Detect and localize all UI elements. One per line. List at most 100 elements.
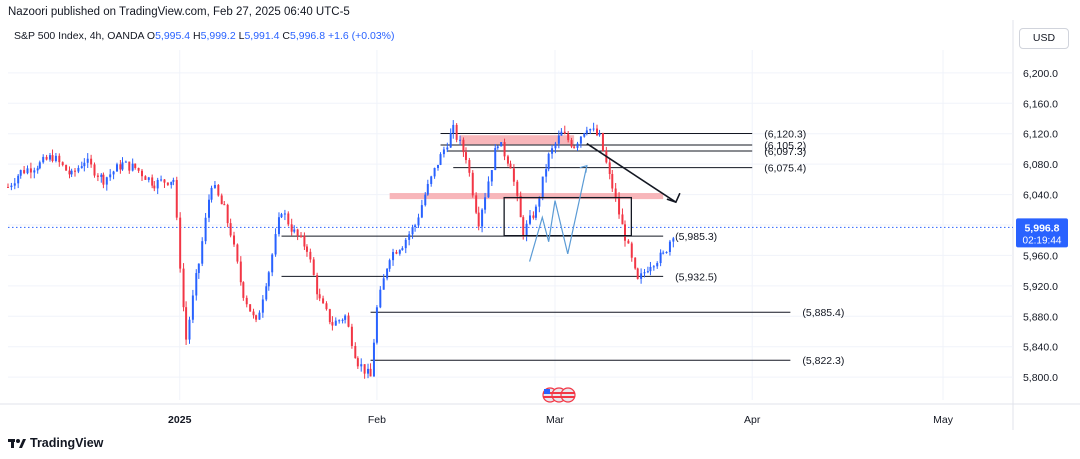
candle — [245, 295, 248, 308]
candle-body — [226, 204, 229, 224]
candle-body — [662, 252, 665, 254]
candle-body — [331, 322, 334, 326]
candle-body — [271, 254, 274, 273]
candle — [388, 258, 391, 272]
candle-body — [217, 185, 220, 196]
candle-body — [636, 268, 639, 279]
candle — [261, 295, 264, 318]
close-value: 5,996.8 — [290, 30, 326, 42]
candle-body — [151, 177, 154, 186]
candle-body — [516, 181, 519, 196]
candle-body — [287, 213, 290, 225]
candle-body — [356, 358, 359, 367]
candle-body — [51, 155, 54, 161]
candle — [163, 179, 166, 188]
candle-body — [290, 224, 293, 232]
candle-body — [86, 158, 89, 163]
candle-body — [265, 286, 268, 300]
candle — [179, 212, 182, 273]
y-tick-label: 6,200.0 — [1023, 68, 1058, 80]
candle — [576, 141, 579, 151]
candle — [331, 316, 334, 331]
candle-body — [426, 183, 429, 195]
x-tick-label: Mar — [546, 414, 565, 426]
candle-body — [519, 195, 522, 218]
candle-body — [29, 168, 32, 173]
candle — [213, 181, 216, 189]
candle — [128, 161, 131, 174]
candle-body — [608, 162, 611, 174]
candle-body — [188, 319, 191, 340]
candle — [267, 270, 270, 291]
candle — [500, 141, 503, 147]
candle-body — [93, 164, 96, 176]
candle-body — [554, 143, 557, 149]
candle — [156, 177, 159, 195]
candle — [379, 286, 382, 309]
candle — [455, 123, 458, 143]
candle-body — [538, 198, 541, 207]
candle-body — [309, 251, 312, 260]
symbol-name: S&P 500 Index, 4h, OANDA — [14, 30, 144, 42]
candle — [322, 295, 325, 304]
candle — [424, 192, 427, 207]
candle-body — [534, 206, 537, 218]
candle — [547, 152, 550, 172]
tradingview-logo-icon — [8, 438, 26, 448]
candle-body — [305, 246, 308, 252]
candle-body — [350, 326, 353, 346]
candle — [573, 145, 576, 149]
candle-body — [347, 315, 350, 327]
candle-body — [408, 234, 411, 240]
candle-body — [160, 179, 163, 181]
candle-body — [23, 170, 26, 174]
candle — [305, 244, 308, 257]
candle — [608, 158, 611, 180]
candle — [249, 304, 252, 312]
candle-body — [494, 148, 497, 171]
candle-body — [567, 133, 570, 141]
candle-body — [560, 131, 563, 136]
candle — [589, 128, 592, 135]
candle-body — [166, 182, 169, 185]
candle-body — [249, 304, 252, 312]
candle-body — [255, 315, 258, 320]
candle — [195, 269, 198, 301]
candle — [623, 220, 626, 247]
candle-body — [10, 185, 13, 188]
candle-body — [210, 187, 213, 200]
candle — [570, 137, 573, 149]
candle — [560, 128, 563, 136]
candle — [464, 147, 467, 164]
candle — [316, 272, 319, 300]
y-tick-label: 5,960.0 — [1023, 250, 1058, 262]
candle-body — [191, 295, 194, 320]
candle-body — [646, 271, 649, 273]
candle — [652, 265, 655, 271]
candle-body — [455, 124, 458, 140]
candle — [86, 153, 89, 169]
candle-body — [484, 197, 487, 210]
candle-body — [33, 170, 36, 173]
candle — [509, 160, 512, 169]
candle-body — [512, 168, 515, 182]
candle-body — [316, 275, 319, 295]
candle-body — [573, 146, 576, 148]
candle — [634, 257, 637, 270]
candle — [131, 158, 134, 172]
level-label: (5,985.3) — [675, 231, 717, 243]
us-flag-icon[interactable] — [542, 387, 576, 403]
currency-button[interactable]: USD — [1019, 28, 1069, 49]
candle — [529, 210, 532, 226]
level-label: (6,105.2) — [764, 140, 806, 152]
candle — [382, 274, 385, 290]
candle-body — [601, 133, 604, 151]
candle-body — [68, 170, 71, 175]
candle-body — [529, 215, 532, 224]
candle-body — [436, 164, 439, 168]
candle-body — [649, 266, 652, 272]
candle — [414, 223, 417, 232]
supply-zone — [459, 135, 575, 145]
candle-body — [398, 250, 401, 254]
